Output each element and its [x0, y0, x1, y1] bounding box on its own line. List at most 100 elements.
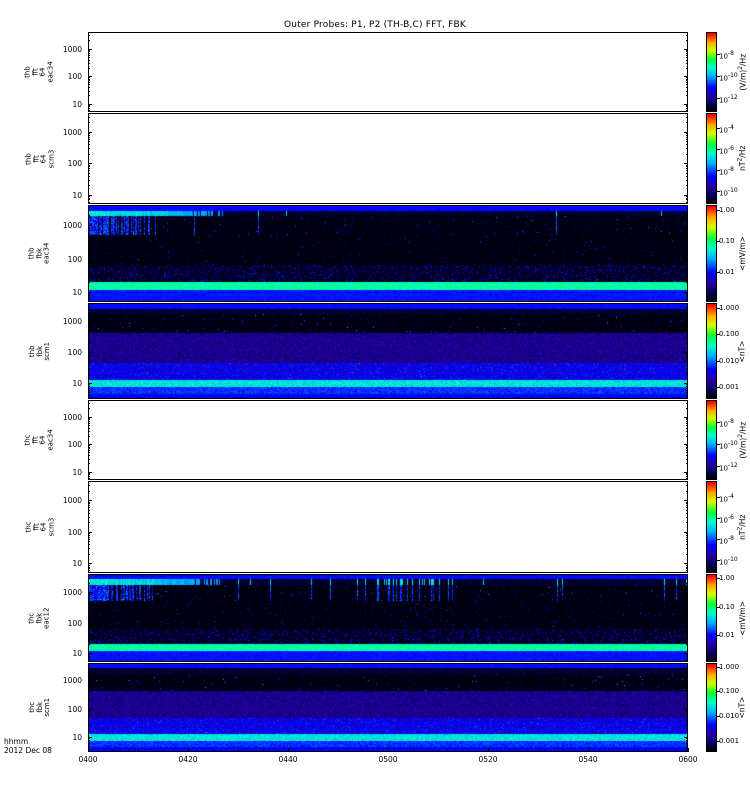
colorbar-tick-label: 1.00 [719, 574, 735, 583]
y-tick-minor [686, 403, 688, 404]
y-tick-minor [686, 418, 688, 419]
y-tick-minor [686, 202, 688, 203]
panel-label-line: thc [27, 701, 36, 714]
y-tick-minor [88, 260, 90, 261]
y-tick-minor [88, 537, 90, 538]
y-tick-minor [88, 445, 90, 446]
colorbar-tick-label: 1.000 [719, 303, 740, 312]
panel-label-thb-fbk-eac34: thb fbk eac34 [0, 234, 80, 274]
colorbar-tick-mark [717, 422, 720, 423]
colorbar-tick-mark [717, 387, 720, 388]
y-tick-minor [686, 548, 688, 549]
y-tick-minor [88, 293, 90, 294]
y-tick-minor [686, 740, 688, 741]
colorbar-tick-label: 10-10 [719, 72, 738, 83]
y-tick-label: 1000 [62, 588, 82, 598]
y-tick-minor [88, 105, 90, 106]
x-tick-minor [113, 750, 114, 752]
y-tick-minor [88, 386, 90, 387]
y-tick-minor [88, 644, 90, 645]
y-tick-minor [686, 312, 688, 313]
colorbar-tick-label: 0.010 [719, 712, 740, 721]
y-tick-minor [686, 510, 688, 511]
y-tick-minor [88, 599, 90, 600]
y-tick-minor [686, 491, 688, 492]
y-tick-minor [88, 228, 90, 229]
y-tick-minor [686, 243, 688, 244]
x-tick-label: 0540 [578, 755, 598, 764]
y-tick-minor [686, 425, 688, 426]
colorbar-cb-thb-fbk-eac34 [706, 205, 717, 302]
y-tick-mark [684, 532, 688, 533]
y-tick-minor [88, 185, 90, 186]
y-tick-minor [88, 324, 90, 325]
y-tick-minor [686, 364, 688, 365]
y-tick-minor [88, 570, 90, 571]
x-tick-minor [338, 750, 339, 752]
x-tick-minor [563, 750, 564, 752]
y-tick-minor [88, 656, 90, 657]
y-tick-minor [686, 40, 688, 41]
colorbar-tick-mark [717, 466, 720, 467]
y-tick-minor [88, 384, 90, 385]
colorbar-unit-text: <nT> [737, 340, 747, 362]
y-tick-minor [686, 448, 688, 449]
y-tick-minor [686, 689, 688, 690]
y-tick-minor [88, 272, 90, 273]
colorbar-tick-mark [717, 539, 720, 540]
y-tick-minor [88, 343, 90, 344]
y-tick-minor [686, 450, 688, 451]
y-tick-minor [686, 474, 688, 475]
panel-label-line: eac12 [42, 607, 51, 629]
y-tick-minor [686, 691, 688, 692]
y-tick-minor [88, 608, 90, 609]
y-tick-minor [88, 713, 90, 714]
panel-label-text: thc fft 64 eac34 [24, 429, 55, 450]
y-tick-minor [686, 324, 688, 325]
y-tick-minor [88, 738, 90, 739]
y-tick-minor [686, 627, 688, 628]
y-tick-minor [88, 626, 90, 627]
y-tick-minor [686, 629, 688, 630]
y-tick-minor [686, 361, 688, 362]
y-tick-minor [686, 307, 688, 308]
y-tick-label: 1000 [62, 412, 82, 422]
y-tick-mark [88, 472, 92, 473]
y-tick-minor [88, 503, 90, 504]
panel-label-text: thb fbk eac34 [28, 243, 52, 264]
y-tick-minor [88, 392, 90, 393]
colorbar-tick-mark [717, 667, 720, 668]
colorbar-unit-text: nT2/Hz [736, 514, 748, 540]
y-tick-minor [686, 455, 688, 456]
y-tick-minor [686, 395, 688, 396]
colorbar-tick-label: 0.010 [719, 356, 740, 365]
y-tick-minor [686, 230, 688, 231]
y-tick-minor [686, 660, 688, 661]
y-tick-minor [686, 374, 688, 375]
y-tick-mark [88, 709, 92, 710]
y-tick-minor [686, 384, 688, 385]
y-tick-minor [88, 53, 90, 54]
colorbar-tick-label: 10-10 [719, 556, 738, 567]
y-tick-mark [684, 352, 688, 353]
y-tick-minor [686, 185, 688, 186]
y-tick-minor [88, 583, 90, 584]
panel-label-text: thc fbk eac12 [28, 607, 52, 629]
y-tick-minor [686, 570, 688, 571]
y-tick-minor [686, 248, 688, 249]
spectrogram-thc-fbk-scm1 [89, 664, 687, 751]
y-tick-minor [686, 139, 688, 140]
y-tick-minor [686, 357, 688, 358]
y-tick-minor [686, 656, 688, 657]
y-tick-minor [686, 386, 688, 387]
y-tick-minor [686, 535, 688, 536]
y-tick-minor [686, 165, 688, 166]
colorbar-tick-label: 0.01 [719, 630, 735, 639]
y-tick-mark [684, 500, 688, 501]
y-tick-minor [686, 613, 688, 614]
y-tick-minor [686, 295, 688, 296]
y-tick-minor [88, 624, 90, 625]
colorbar-tick-label: 10-12 [719, 461, 738, 472]
colorbar-gradient [707, 114, 716, 203]
y-tick-minor [88, 180, 90, 181]
